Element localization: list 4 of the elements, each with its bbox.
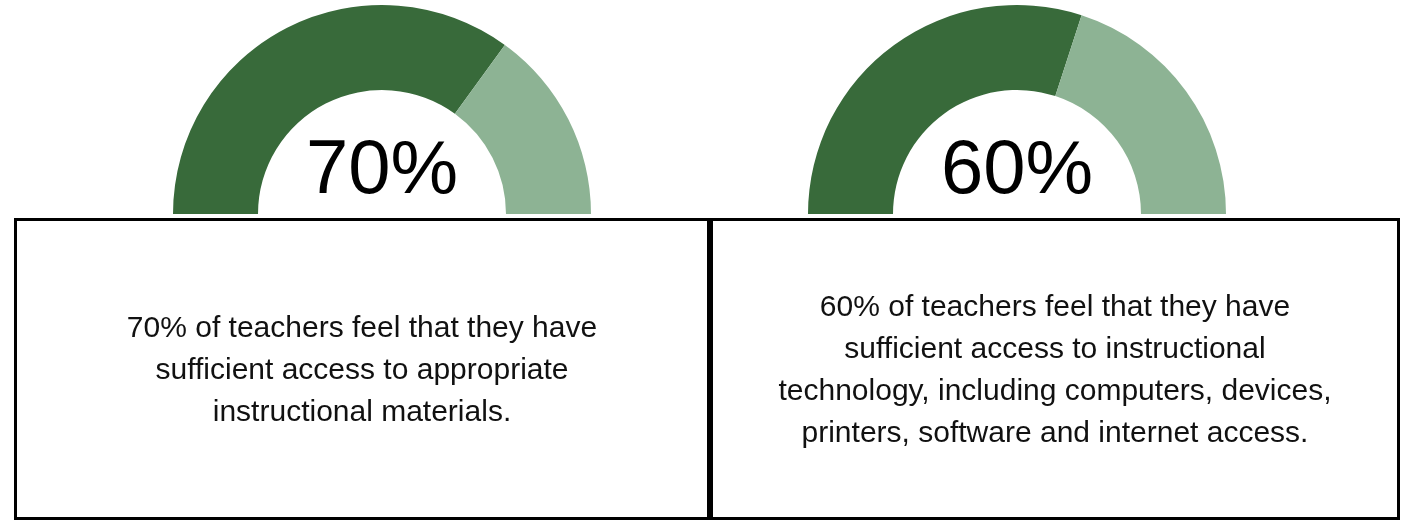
text: 60% of teachers feel that they have sufficient access to instructional technology, including computers, devices, printers, software and internet access. xyxy=(777,288,1333,450)
data-label: 60% xyxy=(939,123,1095,211)
data-label: 70% xyxy=(304,123,460,211)
text: 70% of teachers feel that they have sufficient access to appropriate instructional materials. xyxy=(125,309,599,429)
